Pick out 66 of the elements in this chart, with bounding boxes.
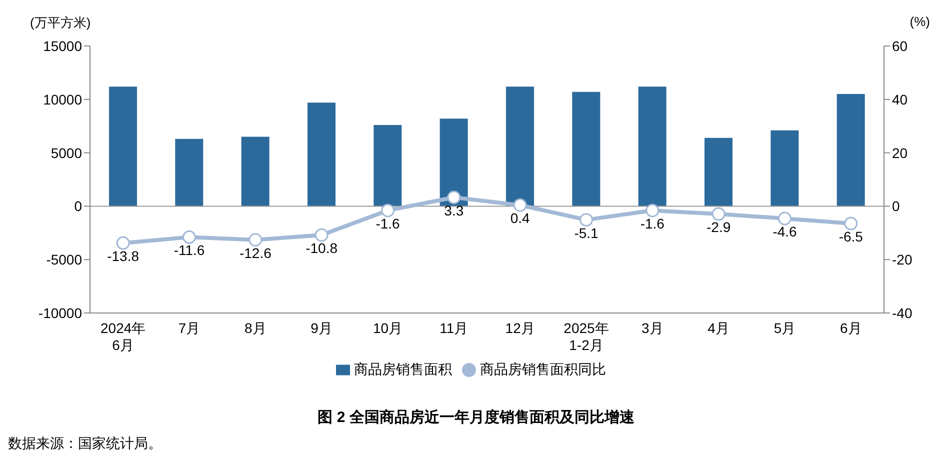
x-tick-label: 6月 xyxy=(840,320,862,336)
point xyxy=(248,233,262,247)
data-label: -13.8 xyxy=(107,248,140,264)
bar xyxy=(704,138,732,206)
y2-tick-label: 60 xyxy=(892,38,908,54)
y2-tick-label: 40 xyxy=(892,91,908,108)
x-tick-label: 9月 xyxy=(310,320,332,336)
data-label: -12.6 xyxy=(239,244,272,261)
x-tick-label: 10月 xyxy=(372,320,403,336)
text: 图 2 全国商品房近一年月度销售面积及同比增速 xyxy=(316,408,636,427)
data-label: -1.6 xyxy=(376,215,400,232)
x-tick-label: 3月 xyxy=(642,320,664,336)
legend-label: 商品房销售面积同比 xyxy=(480,361,606,377)
y-tick-label: 0 xyxy=(74,198,82,214)
bar xyxy=(241,136,270,206)
y-axis-title: (万平方米) xyxy=(30,14,91,32)
y2-tick-label: 0 xyxy=(892,198,900,214)
data-label: -2.9 xyxy=(706,218,731,235)
y2-tick-label: -20 xyxy=(892,252,912,268)
x-tick-label: 4月 xyxy=(708,320,730,336)
point xyxy=(381,204,394,218)
x-tick-label: 11月 xyxy=(440,320,468,336)
point xyxy=(182,230,196,244)
bar xyxy=(109,86,137,206)
legend-label: 商品房销售面积 xyxy=(354,361,452,377)
y-tick-label: 10000 xyxy=(43,91,82,108)
y-tick-label: -5000 xyxy=(46,252,82,268)
bar xyxy=(506,86,534,206)
point xyxy=(844,216,858,230)
point xyxy=(116,236,130,250)
bar xyxy=(572,92,600,206)
y-tick-label: 15000 xyxy=(43,38,82,54)
source-note: 数据来源：国家统计局。 xyxy=(8,435,163,453)
point xyxy=(447,190,461,204)
x-tick-label: 2025年 1-2月 xyxy=(564,320,609,353)
bar xyxy=(836,94,865,206)
y2-tick-label: -40 xyxy=(892,304,912,321)
bar xyxy=(638,86,666,206)
bar xyxy=(308,102,336,206)
data-label: 0.4 xyxy=(510,210,530,226)
bar xyxy=(440,118,468,206)
data-label: -5.1 xyxy=(574,224,599,241)
data-label: 3.3 xyxy=(444,202,464,218)
y2-axis-title: (%) xyxy=(910,14,930,29)
x-tick-label: 12月 xyxy=(505,320,535,336)
point xyxy=(513,198,527,212)
point xyxy=(778,212,792,226)
data-label: -1.6 xyxy=(640,215,665,232)
y-tick-label: 5000 xyxy=(50,144,82,161)
x-tick-label: 2024年 6月 xyxy=(100,320,146,353)
y2-tick-label: 20 xyxy=(892,144,908,161)
data-label: -11.6 xyxy=(174,242,205,258)
data-label: -10.8 xyxy=(306,240,338,256)
x-tick-label: 5月 xyxy=(774,320,796,336)
point xyxy=(314,228,328,242)
data-label: -6.5 xyxy=(838,228,864,244)
y-tick-label: -10000 xyxy=(38,304,82,321)
bar xyxy=(770,130,799,206)
x-tick-label: 8月 xyxy=(244,320,266,336)
point xyxy=(580,213,593,227)
bar xyxy=(374,125,402,206)
data-label: -4.6 xyxy=(772,223,798,240)
point xyxy=(646,204,660,218)
bar xyxy=(175,138,204,206)
x-tick-label: 7月 xyxy=(178,320,200,336)
point xyxy=(712,207,726,221)
